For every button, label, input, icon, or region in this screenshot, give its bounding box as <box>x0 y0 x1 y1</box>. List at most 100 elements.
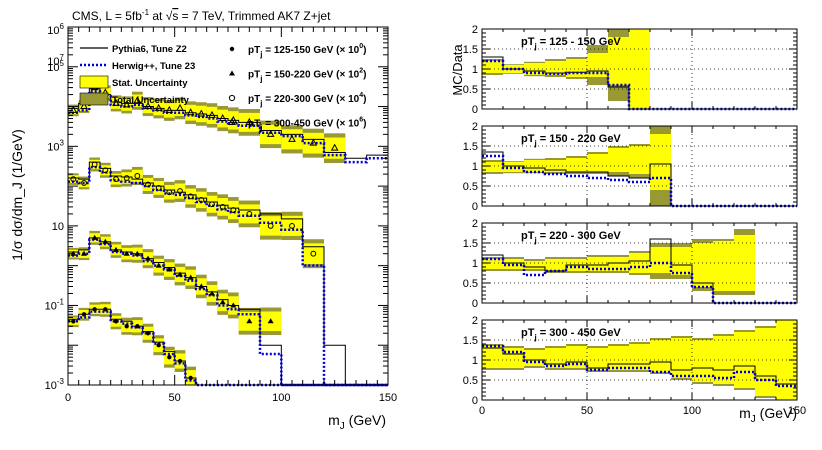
stat-uncertainty-band <box>121 172 132 184</box>
stat-uncertainty-band <box>174 100 186 116</box>
data-point <box>134 173 141 179</box>
y-tick-base: 10 <box>47 25 59 37</box>
legend-label-sub: j <box>259 124 262 133</box>
data-point <box>209 201 215 208</box>
stat-uncertainty-band <box>110 173 122 185</box>
data-point <box>246 318 253 324</box>
x-tick-label: 50 <box>169 392 181 404</box>
ratio-ylabel-text: MC/Data <box>450 44 465 96</box>
stat-uncertainty-band <box>281 129 303 150</box>
stat-uncertainty-band <box>713 241 734 291</box>
stat-uncertainty-band <box>68 175 79 183</box>
data-point <box>245 117 254 125</box>
panel-label-part: = 125 - 150 GeV <box>537 36 622 48</box>
panel-label-part: pT <box>521 230 535 242</box>
stat-uncertainty-band <box>482 61 503 73</box>
y-tick-base: 10 <box>47 62 59 74</box>
data-point <box>230 207 237 213</box>
herwig-ratio <box>482 344 797 388</box>
y-tick-base: 10 <box>47 141 59 153</box>
stat-uncertainty-band <box>482 162 503 172</box>
stat-uncertainty-band <box>68 106 79 115</box>
legend-label-part: ) <box>363 94 366 105</box>
ratio-y-tick-label: 0 <box>472 104 478 116</box>
data-point <box>266 129 275 137</box>
panel-label-sub: j <box>533 236 536 245</box>
title-part: = 7 TeV, Trimmed AK7 Z+jet <box>178 9 331 23</box>
data-point <box>112 98 120 106</box>
panel-label-part: pT <box>521 327 535 339</box>
data-point <box>188 375 193 381</box>
data-point <box>177 188 183 194</box>
y-tick-exp: 7 <box>60 53 65 62</box>
ratio-x-tick-label: 0 <box>479 405 485 417</box>
stat-uncertainty-band <box>185 188 196 205</box>
ratio-y-tick-label: 0.5 <box>463 84 478 96</box>
data-point <box>113 246 119 252</box>
stat-uncertainty-band <box>608 148 629 172</box>
data-point <box>310 250 317 257</box>
legend-label-part: pT <box>248 70 260 81</box>
stat-uncertainty-band <box>206 195 218 213</box>
title-part: at <box>149 9 166 23</box>
data-point <box>330 143 339 151</box>
stat-uncertainty-band <box>260 216 282 236</box>
ratio-y-tick-label: 0.5 <box>463 375 478 387</box>
legend-label-part: pT <box>248 45 260 56</box>
data-point <box>166 266 173 272</box>
x-tick-label: 100 <box>272 392 290 404</box>
legend-label-part: = 300-450 GeV (× 10 <box>262 119 359 130</box>
data-point <box>145 331 151 336</box>
stat-uncertainty-band <box>524 350 545 366</box>
stat-uncertainty-band <box>608 37 629 85</box>
data-point <box>123 175 130 181</box>
data-point <box>166 189 173 196</box>
stat-uncertainty-band <box>132 94 143 107</box>
stat-uncertainty-band <box>734 332 755 388</box>
data-point <box>289 222 295 229</box>
y-axis-label-text: 1/σ dσ/dm_J (1/GeV) <box>9 129 25 261</box>
legend-swatch <box>79 75 109 89</box>
legend-label-part: ) <box>363 45 366 56</box>
stat-uncertainty-band <box>238 204 260 224</box>
stat-uncertainty-band <box>228 200 239 220</box>
stat-uncertainty-band <box>545 61 566 75</box>
data-point <box>92 307 97 312</box>
ratio-y-tick-label: 1 <box>472 355 478 367</box>
stat-uncertainty-band <box>650 247 671 273</box>
stat-uncertainty-band <box>566 59 587 77</box>
panel-label-part: = 150 - 220 GeV <box>537 133 622 145</box>
ratio-y-tick-label: 2 <box>472 218 478 230</box>
data-point <box>81 180 87 186</box>
y-tick-base: 10 <box>47 56 59 68</box>
y-tick-exp: 3 <box>60 138 65 147</box>
ratio-panel: 0 0.5 1 1.5 2 pTj = 220 - 300 GeV <box>463 218 798 310</box>
data-point <box>71 319 76 324</box>
data-markers <box>69 83 339 381</box>
stat-uncertainty-band <box>755 328 776 396</box>
legend-label-part: ) <box>363 119 366 130</box>
y-tick-label: 10-1 <box>45 297 65 312</box>
data-point <box>69 105 78 113</box>
data-point <box>267 222 274 229</box>
data-point <box>154 103 163 111</box>
y-tick-base: 10 <box>45 380 57 392</box>
data-point <box>102 167 109 174</box>
data-point <box>81 312 87 317</box>
data-point <box>91 234 98 240</box>
x-tick-label: 0 <box>65 392 71 404</box>
data-point <box>209 290 215 296</box>
data-point <box>198 283 205 289</box>
stat-uncertainty-band <box>587 348 608 370</box>
ratio-x-tick-label: 100 <box>683 405 701 417</box>
y-tick-label: 10 <box>52 221 64 233</box>
x-tick-label: 150 <box>379 392 397 404</box>
stat-uncertainty-band <box>324 137 346 159</box>
stat-uncertainty-band <box>692 243 713 287</box>
y-tick-exp: -3 <box>57 377 65 386</box>
stat-uncertainty-band <box>121 99 132 111</box>
y-tick-label: 105 <box>47 59 64 74</box>
stat-uncertainty-band <box>650 134 671 190</box>
